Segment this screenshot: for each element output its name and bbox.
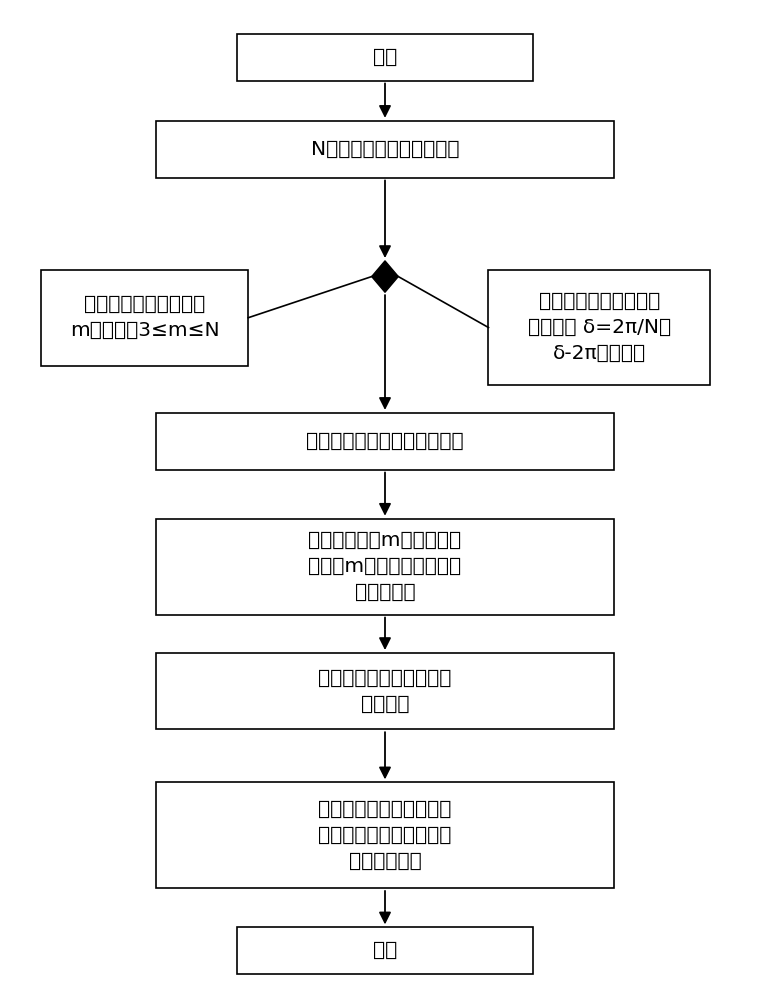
Bar <box>237 34 533 81</box>
Text: 根据像素点处m个有效亮度
値建立m个线性方程，构造
线性方程组: 根据像素点处m个有效亮度 値建立m个线性方程，构造 线性方程组 <box>309 531 461 602</box>
Bar <box>156 653 614 729</box>
Text: 像素点有效亮度値之间
能够按照 δ=2π/N或
δ-2π进行排序: 像素点有效亮度値之间 能够按照 δ=2π/N或 δ-2π进行排序 <box>527 292 671 363</box>
Bar <box>156 121 614 178</box>
Text: 像素点有效亮度値个数
m满足条件3≤m≤N: 像素点有效亮度値个数 m满足条件3≤m≤N <box>70 295 219 340</box>
Text: 筛选出光栅图片中有效像素点: 筛选出光栅图片中有效像素点 <box>306 432 464 451</box>
Bar <box>42 270 248 366</box>
Bar <box>156 413 614 470</box>
Text: 开始: 开始 <box>373 48 397 67</box>
Text: 用最小二乘法解出方程组
的最优解: 用最小二乘法解出方程组 的最优解 <box>318 669 452 713</box>
Bar <box>156 782 614 888</box>
Text: 结束: 结束 <box>373 941 397 960</box>
Polygon shape <box>385 261 398 292</box>
Text: 将最优解代入相位値计算
公式，恢复高光物体表面
高精度相位値: 将最优解代入相位値计算 公式，恢复高光物体表面 高精度相位値 <box>318 800 452 870</box>
Text: N张高光物体表面光栅图片: N张高光物体表面光栅图片 <box>311 140 459 159</box>
Polygon shape <box>372 261 385 292</box>
Bar <box>237 927 533 974</box>
Bar <box>156 519 614 615</box>
Bar <box>488 270 710 385</box>
